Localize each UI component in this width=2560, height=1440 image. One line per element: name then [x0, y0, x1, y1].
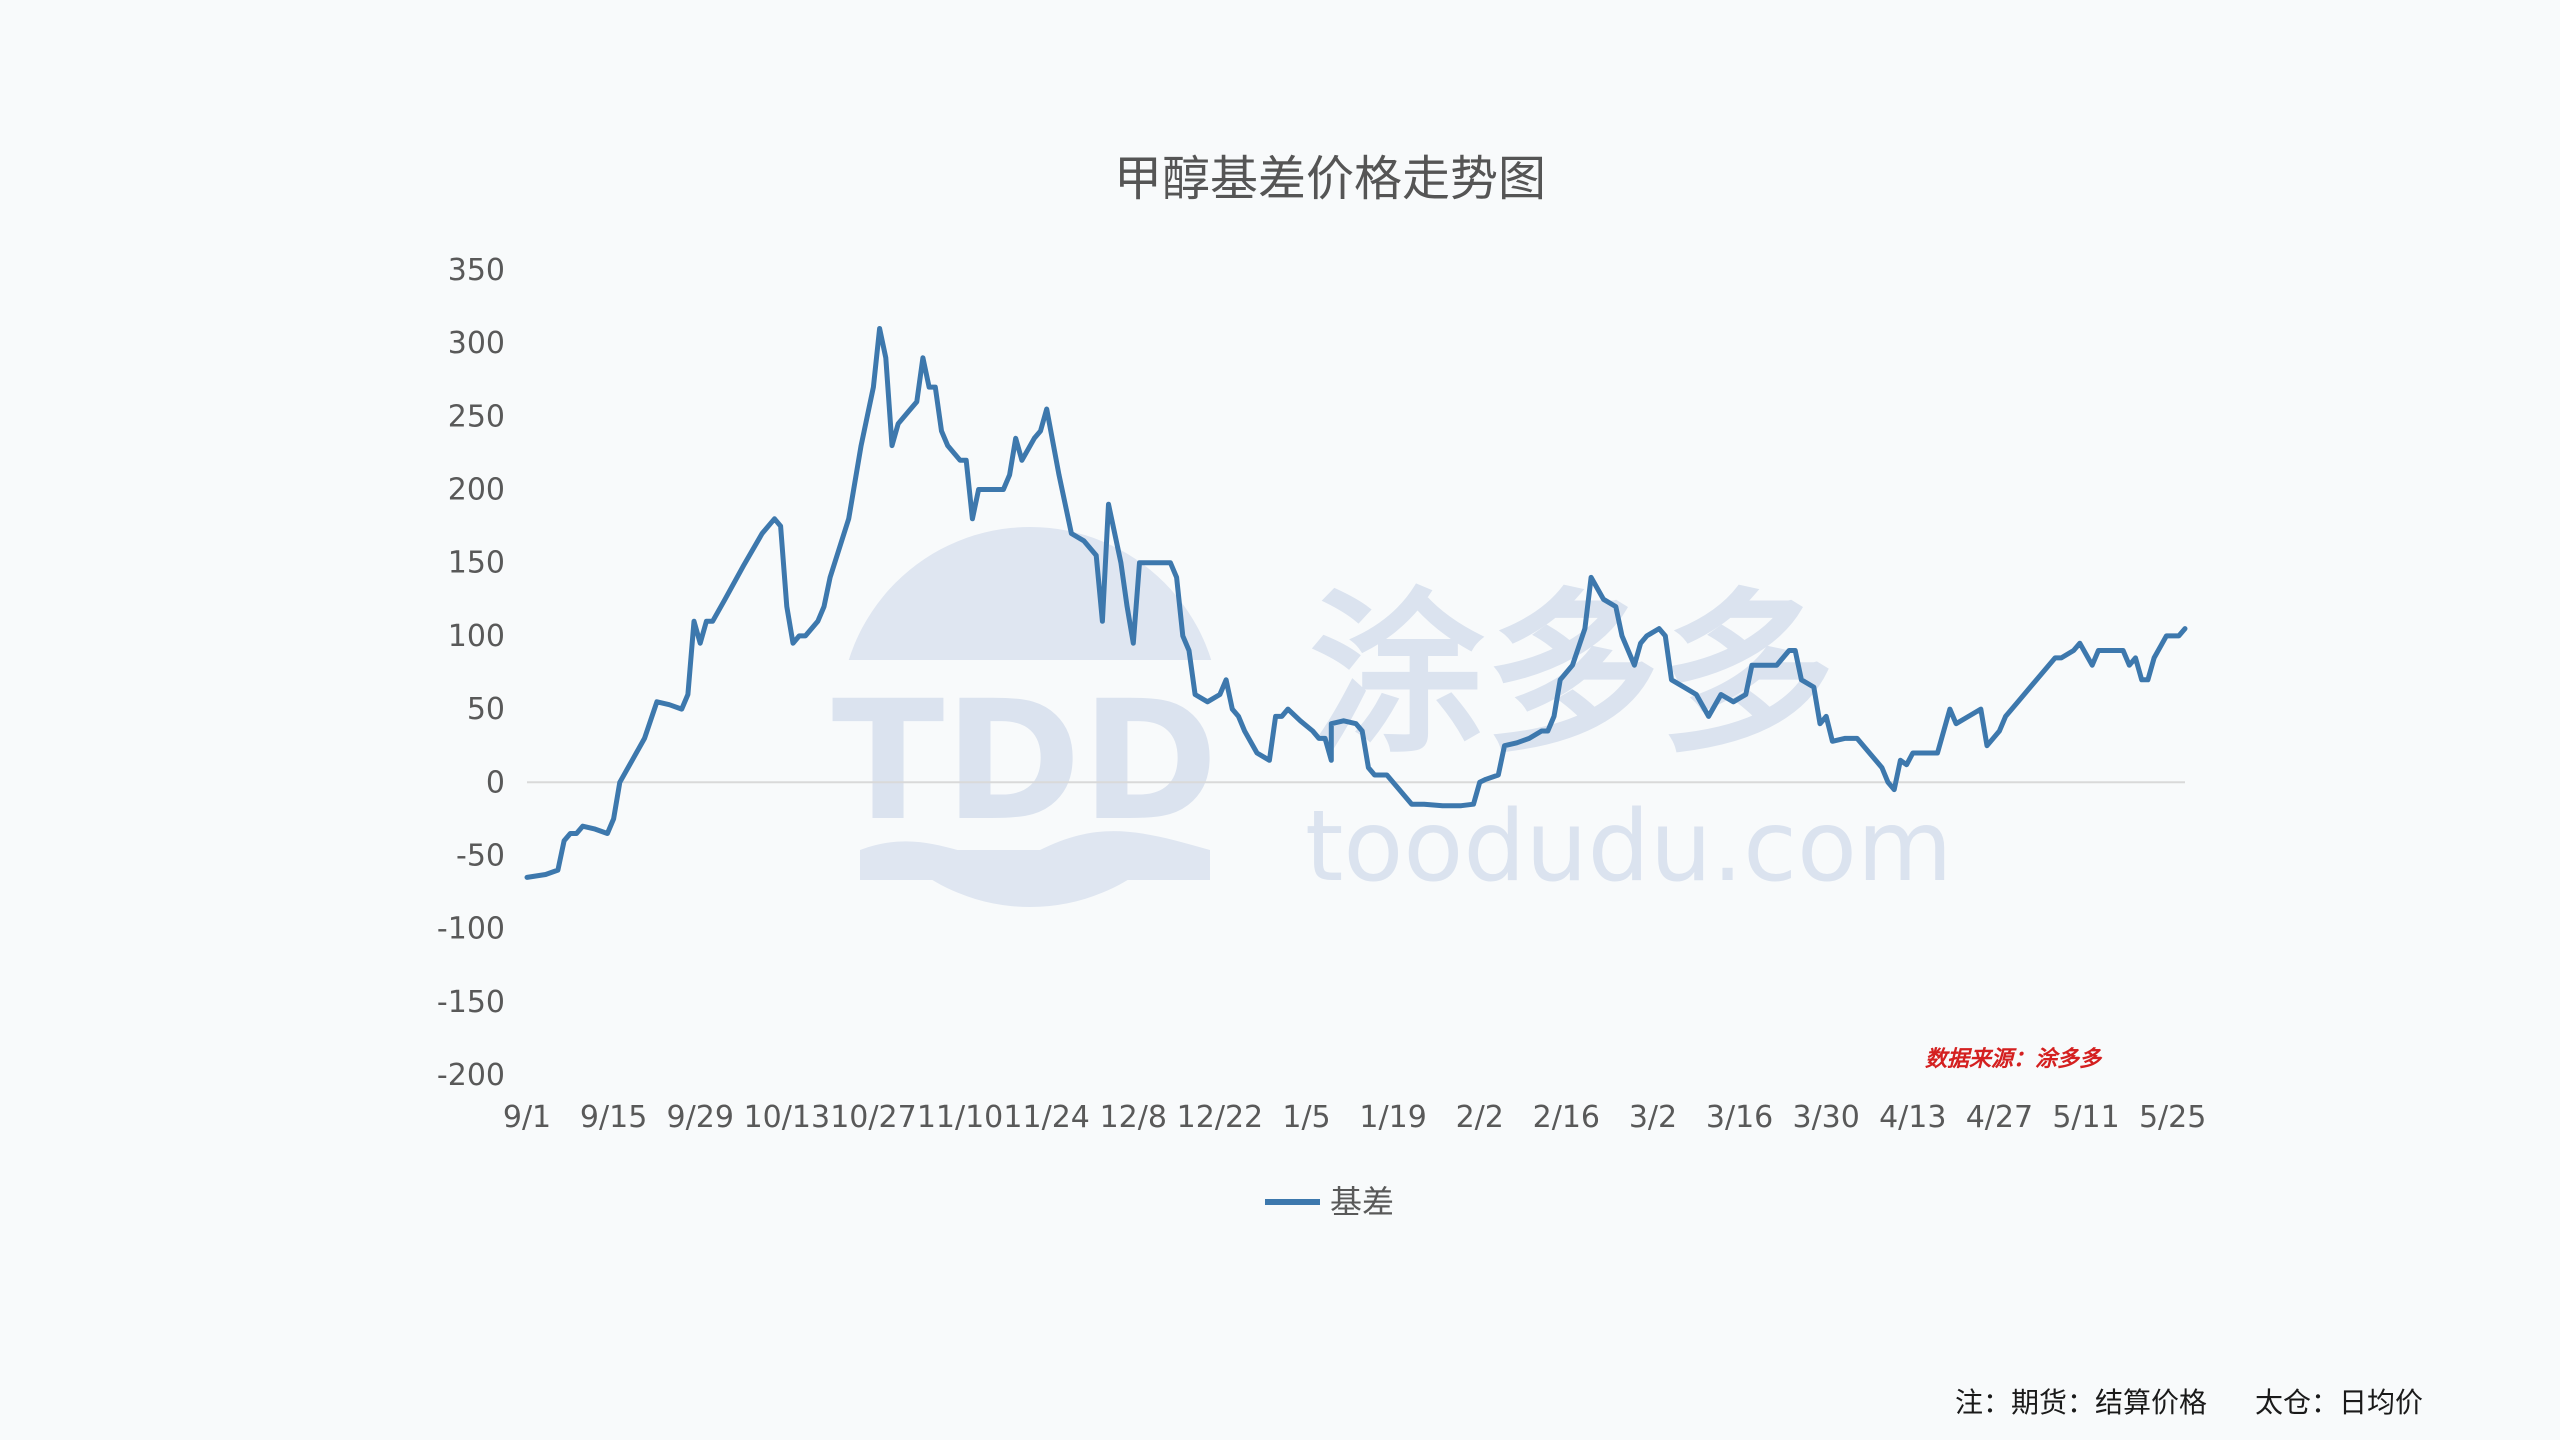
chart-title: 甲醇基差价格走势图 — [1114, 151, 1546, 207]
y-tick-label: -150 — [437, 985, 505, 1020]
watermark-logo-text: TDD — [832, 665, 1218, 857]
x-tick-label: 2/2 — [1456, 1100, 1504, 1135]
watermark: TDD 涂多多 toodudu.com — [832, 527, 1952, 907]
x-tick-label: 3/2 — [1629, 1100, 1677, 1135]
y-tick-label: 50 — [467, 692, 505, 727]
watermark-brand: 涂多多 — [1310, 574, 1835, 777]
series-layer — [524, 326, 2188, 880]
x-tick-label: 10/27 — [830, 1100, 916, 1135]
x-tick-label: 11/10 — [917, 1100, 1003, 1135]
y-axis: 350 300 250 200 150 100 50 0 -50 -100 -150 -200 — [437, 253, 505, 1093]
taicang-note: 太仓：日均价 — [2255, 1386, 2423, 1419]
x-tick-label: 4/13 — [1879, 1100, 1946, 1135]
legend: 基差 — [1265, 1183, 1394, 1221]
x-tick-label: 3/16 — [1706, 1100, 1773, 1135]
x-tick-label: 2/16 — [1533, 1100, 1600, 1135]
legend-label: 基差 — [1330, 1183, 1394, 1221]
x-tick-label: 1/5 — [1282, 1100, 1330, 1135]
y-tick-label: 250 — [448, 399, 505, 434]
x-tick-label: 3/30 — [1792, 1100, 1859, 1135]
x-tick-label: 1/19 — [1359, 1100, 1426, 1135]
y-tick-label: 100 — [448, 619, 505, 654]
y-tick-label: 150 — [448, 546, 505, 581]
data-source-note: 数据来源：涂多多 — [1925, 1046, 2103, 1072]
y-tick-label: 0 — [486, 765, 505, 800]
x-axis: 9/1 9/15 9/29 10/13 10/27 11/10 11/24 12/8 12/22… — [503, 1100, 2206, 1135]
futures-note: 注：期货：结算价格 — [1955, 1386, 2207, 1419]
y-tick-label: 350 — [448, 253, 505, 288]
watermark-logo: TDD — [832, 527, 1245, 907]
y-tick-label: -50 — [456, 838, 505, 873]
y-tick-label: 200 — [448, 473, 505, 508]
x-tick-label: 9/15 — [580, 1100, 647, 1135]
x-tick-label: 4/27 — [1966, 1100, 2033, 1135]
x-tick-label: 10/13 — [744, 1100, 830, 1135]
watermark-url: toodudu.com — [1305, 790, 1952, 904]
x-tick-label: 5/25 — [2139, 1100, 2206, 1135]
y-tick-label: -200 — [437, 1058, 505, 1093]
x-tick-label: 12/8 — [1100, 1100, 1167, 1135]
x-tick-label: 11/24 — [1003, 1100, 1089, 1135]
series-line-basis — [524, 326, 2188, 880]
x-tick-label: 9/29 — [667, 1100, 734, 1135]
y-tick-label: -100 — [437, 912, 505, 947]
x-tick-label: 5/11 — [2052, 1100, 2119, 1135]
x-tick-label: 9/1 — [503, 1100, 551, 1135]
x-tick-label: 12/22 — [1177, 1100, 1263, 1135]
y-tick-label: 300 — [448, 326, 505, 361]
